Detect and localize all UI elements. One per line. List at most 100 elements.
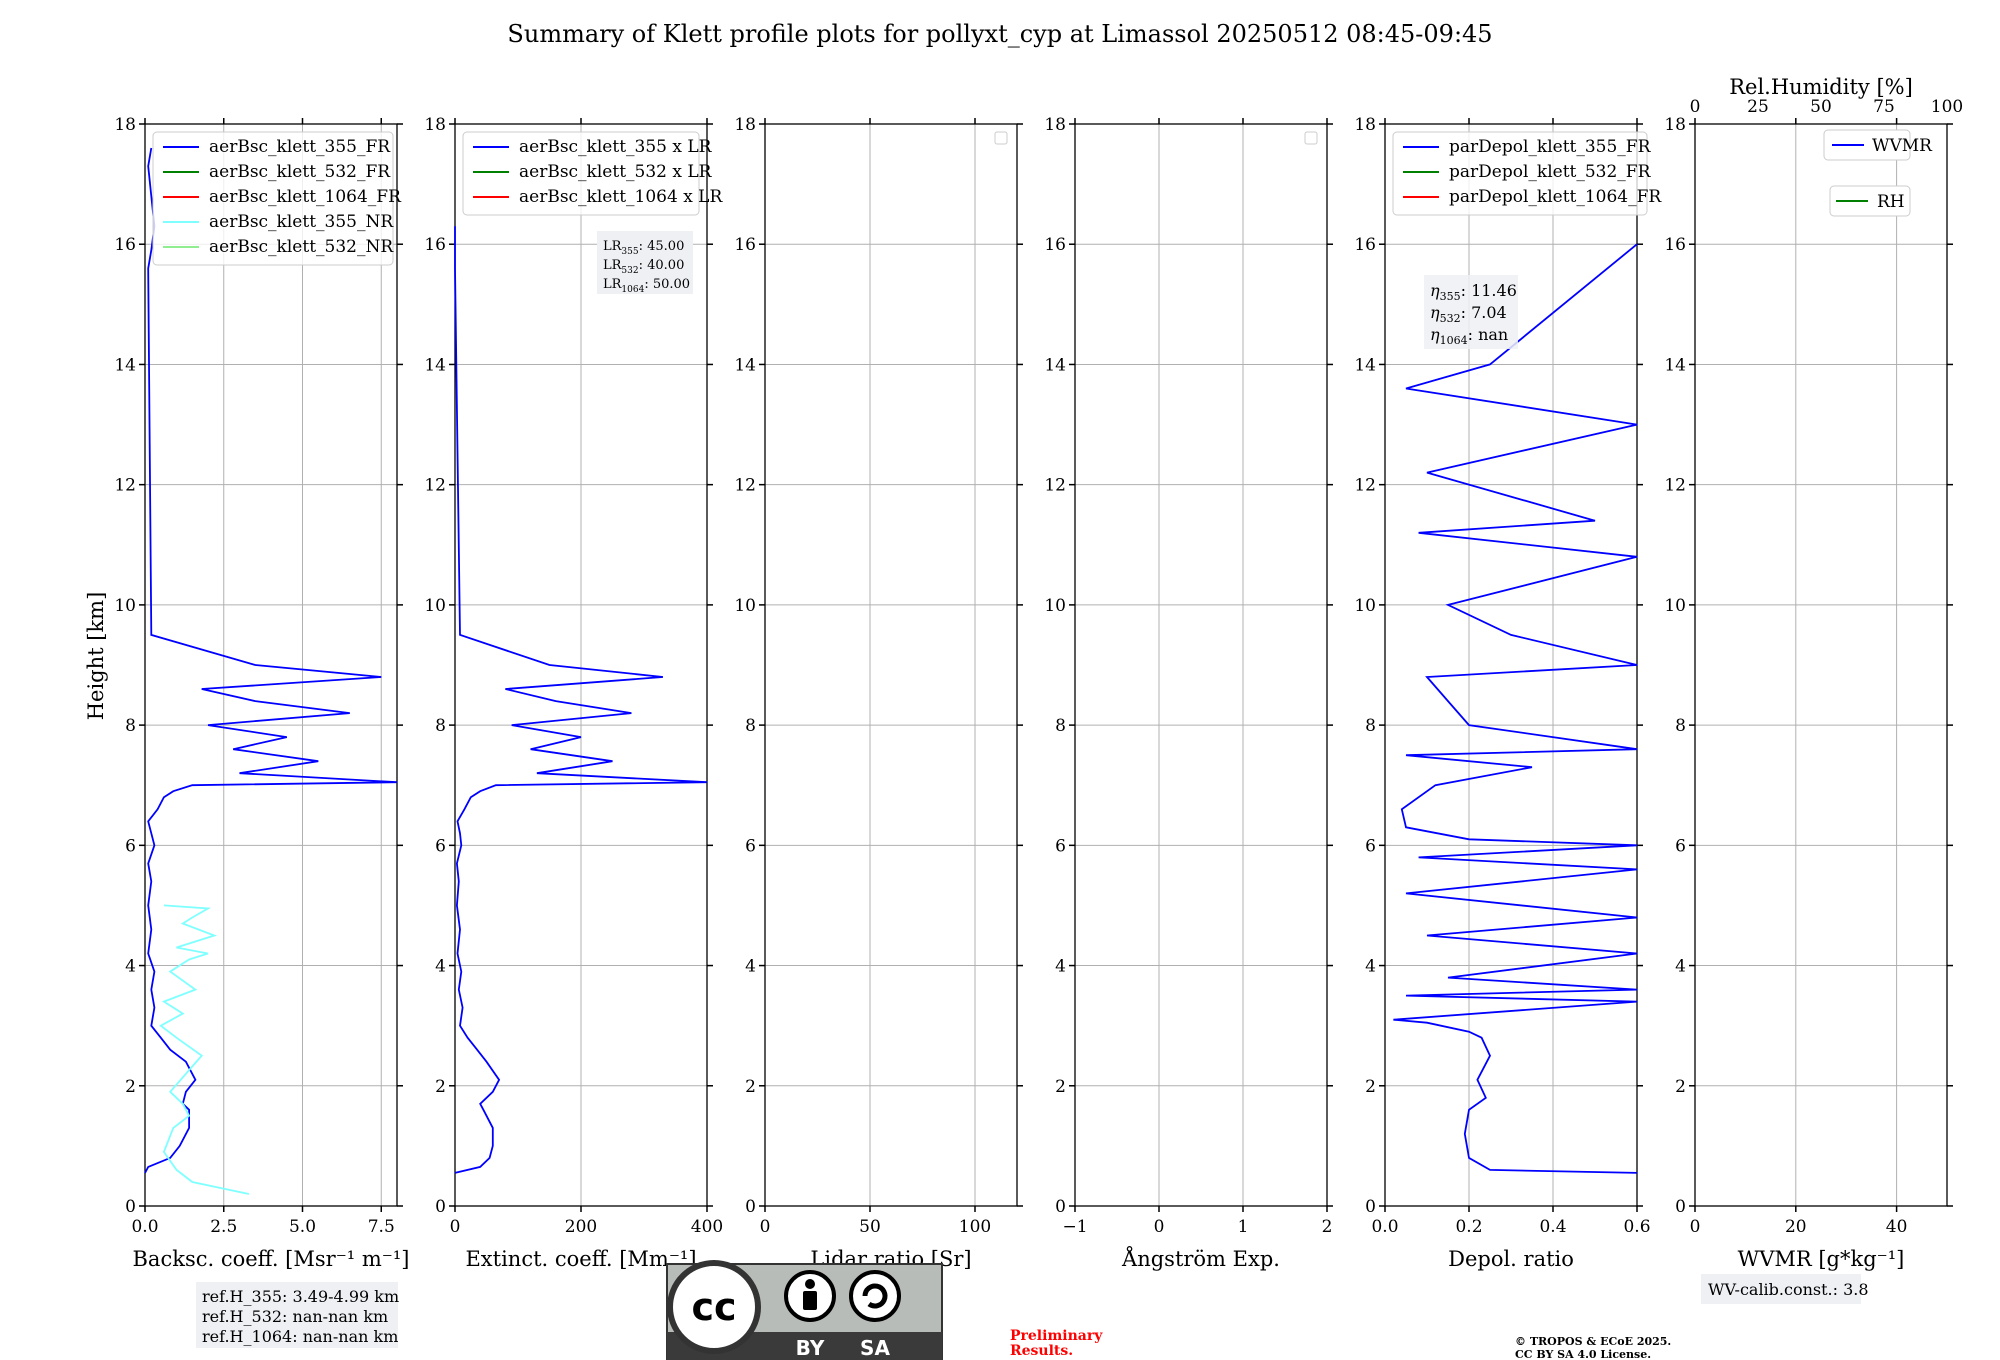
y-tick-label: 18 [734,115,756,135]
x-tick-label: 0.0 [131,1217,158,1237]
y-tick-label: 6 [1675,836,1686,856]
y-tick-label: 4 [435,957,446,977]
axes-frame [764,123,1018,1207]
ref-height-entry: ref.H_355: 3.49-4.99 km [202,1287,399,1306]
x-tick-label: 400 [691,1217,723,1237]
y-tick-label: 12 [1664,476,1686,496]
y-tick-label: 4 [745,957,756,977]
y-tick-label: 0 [125,1197,136,1217]
legend-box [152,131,394,266]
cc-license-badge: cc BY SA [666,1260,943,1360]
axes-frame [144,123,398,1207]
legend-entry: aerBsc_klett_355_FR [209,137,391,157]
legend-entry: parDepol_klett_532_FR [1449,162,1652,182]
x-tick-label: 7.5 [368,1217,395,1237]
x-tick-label: 0 [1690,1217,1701,1237]
y-tick-label: 0 [745,1197,756,1217]
y-tick-label: 2 [435,1077,446,1097]
y-tick-label: 14 [114,355,136,375]
legend-entry: parDepol_klett_355_FR [1449,137,1652,157]
y-tick-label: 2 [1055,1077,1066,1097]
y-tick-label: 4 [1675,957,1686,977]
badge-by-text: BY [796,1336,825,1360]
x-axis-label: Backsc. coeff. [Msr⁻¹ m⁻¹] [133,1247,410,1271]
ref-height-entry: ref.H_1064: nan-nan km [202,1327,398,1346]
eta-entry: η532: 7.04 [1430,303,1507,325]
y-tick-label: 0 [1675,1197,1686,1217]
x-tick-label: 0.4 [1539,1217,1566,1237]
series-line-parDepol_klett_355_FR [1393,243,1638,1174]
by-person-head [805,1279,815,1289]
legend-box-wvmr [1823,129,1911,161]
y-tick-label: 4 [125,957,136,977]
preliminary-note: Preliminary [1010,1328,1103,1344]
series-line-aerBsc_klett_355_FR [144,147,398,1174]
y-tick-label: 6 [1365,836,1376,856]
panel-2: 0 2 4 6 8 10 12 14 16 18 0 200 400 Extinct. coeff. [M… [424,115,723,1271]
y-tick-label: 18 [1044,115,1066,135]
x-tick-label: 40 [1886,1217,1908,1237]
x-tick-label: 50 [859,1217,881,1237]
lidar-ratio-entry: LR532: 40.00 [603,258,684,276]
y-tick-label: 8 [125,716,136,736]
top-x-tick-label: 50 [1810,97,1832,117]
legend-entry: aerBsc_klett_532_NR [209,237,394,257]
cc-letters: cc [691,1285,736,1329]
y-axis-label: Height [km] [84,592,108,721]
axes-frame [1074,123,1328,1207]
x-axis-label: Depol. ratio [1448,1247,1574,1271]
top-x-axis-label: Rel.Humidity [%] [1729,75,1913,99]
y-tick-label: 4 [1365,957,1376,977]
y-tick-label: 16 [1044,235,1066,255]
y-tick-label: 12 [424,476,446,496]
panel-1: 0 2 4 6 8 10 12 14 16 18 0.0 2.5 5.0 7.5 Backsc. coeff… [114,115,409,1271]
axes-frame [454,123,708,1207]
legend-entry: aerBsc_klett_532_FR [209,162,391,182]
y-tick-label: 12 [1354,476,1376,496]
legend-entry: aerBsc_klett_355 x LR [519,137,713,157]
x-tick-label: 0 [760,1217,771,1237]
y-tick-label: 6 [125,836,136,856]
y-tick-label: 2 [745,1077,756,1097]
y-tick-label: 8 [1055,716,1066,736]
x-tick-label: 2.5 [210,1217,237,1237]
legend-entry: parDepol_klett_1064_FR [1449,187,1662,207]
sa-arrow [862,1283,888,1309]
y-tick-label: 0 [1055,1197,1066,1217]
axes-frame [1694,123,1948,1207]
y-tick-label: 0 [435,1197,446,1217]
by-person-body [803,1291,817,1310]
eta-box [1424,275,1518,349]
y-tick-label: 14 [1354,355,1376,375]
cc-circle [667,1260,761,1354]
y-tick-label: 10 [1664,596,1686,616]
x-tick-label: −1 [1062,1217,1087,1237]
legend-entry: WVMR [1872,136,1933,156]
y-tick-label: 10 [114,596,136,616]
legend-entry: aerBsc_klett_1064_FR [209,187,402,207]
empty-legend-box [994,131,1008,145]
y-tick-label: 12 [114,476,136,496]
top-x-tick-label: 25 [1747,97,1769,117]
y-tick-label: 10 [424,596,446,616]
y-tick-label: 2 [1675,1077,1686,1097]
legend-entry: aerBsc_klett_532 x LR [519,162,713,182]
copyright-note: CC BY SA 4.0 License. [1515,1348,1651,1360]
lidar-ratio-box [597,231,693,294]
empty-legend-box [1304,131,1318,145]
sa-share-icon [849,1270,901,1322]
y-tick-label: 12 [734,476,756,496]
y-tick-label: 6 [1055,836,1066,856]
wv-calib-text: WV-calib.const.: 3.8 [1708,1280,1869,1299]
legend-entry: RH [1877,192,1905,212]
y-tick-label: 14 [734,355,756,375]
copyright-note: © TROPOS & ECoE 2025. [1515,1335,1671,1348]
y-tick-label: 14 [424,355,446,375]
y-tick-label: 8 [435,716,446,736]
top-x-tick-label: 75 [1873,97,1895,117]
y-tick-label: 8 [745,716,756,736]
y-tick-label: 10 [1354,596,1376,616]
x-axis-label: Extinct. coeff. [Mm⁻¹] [465,1247,696,1271]
